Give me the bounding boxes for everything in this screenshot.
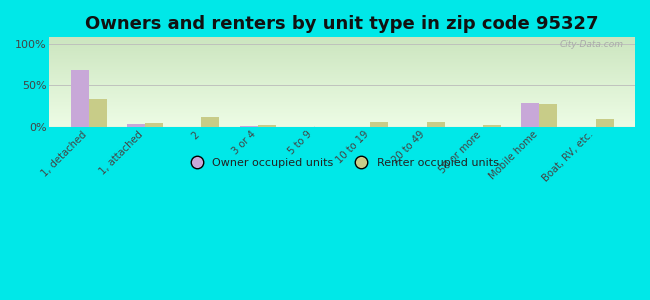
Legend: Owner occupied units, Renter occupied units: Owner occupied units, Renter occupied un… <box>181 154 503 173</box>
Bar <box>127 124 145 127</box>
Bar <box>483 125 501 127</box>
Bar <box>540 104 557 127</box>
Bar <box>71 70 89 127</box>
Title: Owners and renters by unit type in zip code 95327: Owners and renters by unit type in zip c… <box>85 15 599 33</box>
Bar <box>370 122 388 127</box>
Bar <box>521 103 540 127</box>
Text: City-Data.com: City-Data.com <box>559 40 623 49</box>
Bar <box>240 126 258 127</box>
Bar <box>595 119 614 127</box>
Bar <box>145 123 163 127</box>
Bar <box>258 125 276 127</box>
Bar <box>89 99 107 127</box>
Bar <box>202 117 220 127</box>
Bar <box>426 122 445 127</box>
